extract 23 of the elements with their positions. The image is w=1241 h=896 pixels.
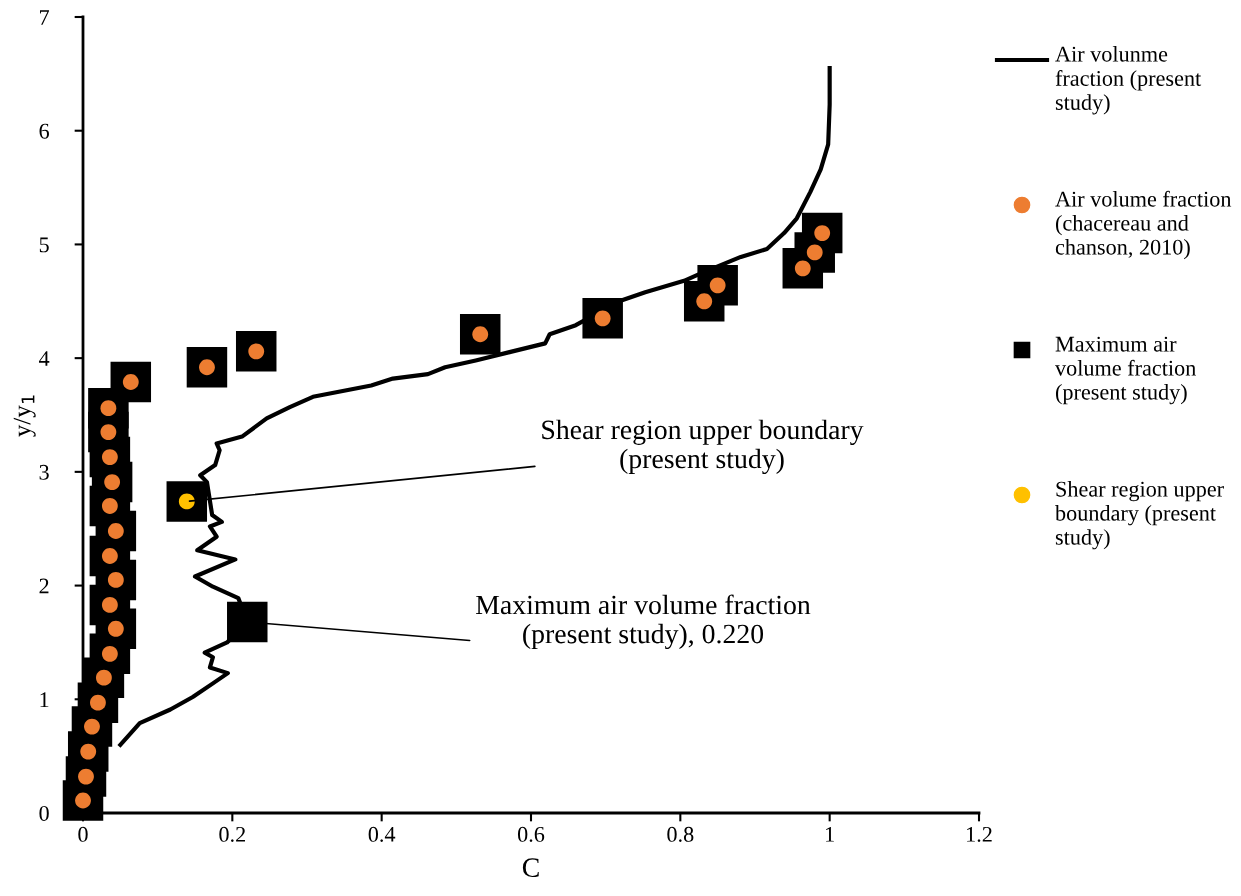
x-tick-label: 0.8 bbox=[667, 826, 694, 842]
y-axis-title: y/y$_{1}$ bbox=[13, 395, 36, 437]
y-tick-label: 0 bbox=[39, 805, 49, 821]
y-tick-label: 2 bbox=[39, 578, 49, 594]
legend-label: Air volunme fraction (present study) bbox=[1055, 46, 1202, 115]
legend-label: Shear region upper boundary (present study) bbox=[1055, 481, 1224, 550]
x-axis-title: C bbox=[522, 858, 539, 878]
x-tick-label: 0.6 bbox=[517, 826, 545, 842]
x-tick-label: 1.2 bbox=[967, 826, 992, 842]
y-tick-label: 5 bbox=[39, 237, 49, 253]
legend-label: Maximum air volume fraction (present study) bbox=[1055, 336, 1196, 405]
x-tick-label: 1 bbox=[826, 826, 834, 842]
y-tick-label: 4 bbox=[38, 351, 50, 366]
y-tick-label: 3 bbox=[39, 464, 49, 480]
legend-label: Air volume fraction (chacereau and chanson, 2010) bbox=[1055, 190, 1232, 260]
y-tick-label: 1 bbox=[40, 692, 49, 707]
x-tick-label: 0 bbox=[78, 826, 88, 842]
x-tick-label: 0.2 bbox=[219, 826, 245, 842]
y-tick-label: 6 bbox=[39, 123, 49, 139]
annotation: Shear region upper boundary (present study) bbox=[542, 419, 864, 475]
annotation: Maximum air volume fraction (present study), 0.220 bbox=[476, 594, 811, 650]
x-tick-label: 0.4 bbox=[368, 826, 396, 842]
y-tick-label: 7 bbox=[40, 10, 50, 25]
